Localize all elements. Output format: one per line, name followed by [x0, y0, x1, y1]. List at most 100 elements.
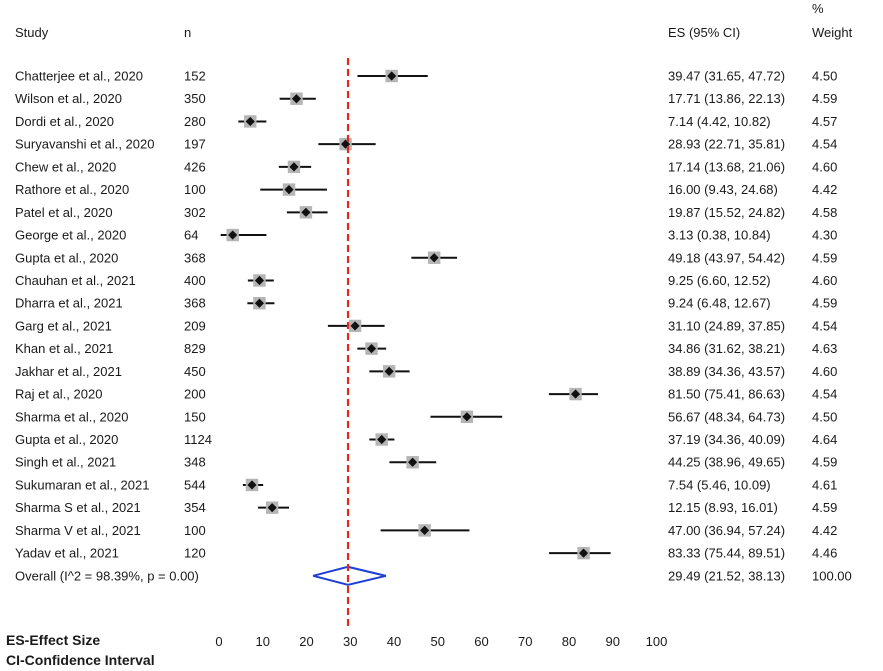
x-tick-label: 50	[431, 634, 445, 649]
study-label: Yadav et al., 2021	[15, 546, 119, 561]
study-es-ci: 7.54 (5.46, 10.09)	[668, 477, 771, 492]
study-weight: 4.60	[812, 273, 837, 288]
plot-marks	[220, 58, 611, 626]
point-estimate	[340, 139, 351, 149]
study-es-ci: 17.71 (13.86, 22.13)	[668, 91, 785, 106]
study-n: 1124	[184, 432, 212, 447]
study-n: 64	[184, 228, 198, 243]
study-n: 450	[184, 364, 206, 379]
study-es-ci: 3.13 (0.38, 10.84)	[668, 228, 771, 243]
study-n: 150	[184, 409, 206, 424]
study-es-ci: 31.10 (24.89, 37.85)	[668, 318, 785, 333]
study-weight: 4.54	[812, 137, 837, 152]
study-weight: 4.59	[812, 455, 837, 470]
weight-header-percent: %	[812, 1, 824, 16]
study-es-ci: 49.18 (43.97, 54.42)	[668, 250, 785, 265]
point-estimate	[228, 230, 238, 240]
study-weight: 4.61	[812, 477, 837, 492]
study-n: 302	[184, 205, 206, 220]
study-es-ci: 37.19 (34.36, 40.09)	[668, 432, 785, 447]
study-es-ci: 16.00 (9.43, 24.68)	[668, 182, 778, 197]
study-weight: 4.60	[812, 159, 837, 174]
study-es-ci: 28.93 (22.71, 35.81)	[668, 137, 785, 152]
study-weight: 4.50	[812, 69, 837, 84]
study-label: Dharra et al., 2021	[15, 296, 123, 311]
study-es-ci: 39.47 (31.65, 47.72)	[668, 69, 785, 84]
point-estimate	[301, 207, 311, 217]
study-n: 152	[184, 69, 206, 84]
study-rows: Chatterjee et al., 2020 152 39.47 (31.65, …	[15, 69, 852, 584]
point-estimate	[462, 412, 472, 422]
footnote-es: ES-Effect Size	[6, 632, 100, 648]
study-n: 829	[184, 341, 206, 356]
study-weight: 4.63	[812, 341, 837, 356]
study-label: Chew et al., 2020	[15, 159, 116, 174]
study-weight: 4.60	[812, 364, 837, 379]
study-label: George et al., 2020	[15, 228, 126, 243]
point-estimate	[291, 94, 302, 104]
study-weight: 4.59	[812, 91, 837, 106]
study-label: Jakhar et al., 2021	[15, 364, 122, 379]
weight-header: Weight	[812, 25, 853, 40]
study-n: 350	[184, 91, 206, 106]
study-weight: 4.30	[812, 228, 837, 243]
study-label: Dordi et al., 2020	[15, 114, 114, 129]
point-estimate	[407, 457, 418, 467]
point-estimate	[247, 480, 257, 490]
study-es-ci: 17.14 (13.68, 21.06)	[668, 159, 785, 174]
point-estimate	[377, 434, 387, 445]
study-label: Khan et al., 2021	[15, 341, 113, 356]
study-n: 280	[184, 114, 206, 129]
study-weight: 4.59	[812, 250, 837, 265]
study-es-ci: 19.87 (15.52, 24.82)	[668, 205, 785, 220]
study-label: Garg et al., 2021	[15, 318, 112, 333]
study-weight: 4.42	[812, 182, 837, 197]
overall-es-ci: 29.49 (21.52, 38.13)	[668, 568, 785, 583]
study-label: Chauhan et al., 2021	[15, 273, 136, 288]
x-tick-label: 0	[215, 634, 222, 649]
study-header: Study	[15, 25, 49, 40]
study-weight: 4.46	[812, 546, 837, 561]
study-es-ci: 44.25 (38.96, 49.65)	[668, 455, 785, 470]
study-es-ci: 9.25 (6.60, 12.52)	[668, 273, 771, 288]
study-n: 100	[184, 523, 206, 538]
study-label: Raj et al., 2020	[15, 387, 102, 402]
study-n: 200	[184, 387, 206, 402]
point-estimate	[420, 525, 430, 535]
study-label: Sharma V et al., 2021	[15, 523, 141, 538]
study-n: 368	[184, 296, 206, 311]
study-weight: 4.54	[812, 387, 837, 402]
point-estimate	[284, 185, 294, 195]
es-header: ES (95% CI)	[668, 25, 740, 40]
study-n: 120	[184, 546, 206, 561]
x-tick-label: 10	[256, 634, 270, 649]
point-estimate	[350, 321, 360, 331]
point-estimate	[570, 389, 581, 399]
study-es-ci: 34.86 (31.62, 38.21)	[668, 341, 785, 356]
study-label: Rathore et al., 2020	[15, 182, 129, 197]
study-label: Gupta et al., 2020	[15, 432, 118, 447]
study-es-ci: 7.14 (4.42, 10.82)	[668, 114, 771, 129]
point-estimate	[366, 344, 377, 354]
study-weight: 4.50	[812, 409, 837, 424]
study-label: Gupta et al., 2020	[15, 250, 118, 265]
point-estimate	[429, 253, 439, 263]
study-label: Sharma S et al., 2021	[15, 500, 141, 515]
study-es-ci: 81.50 (75.41, 86.63)	[668, 387, 785, 402]
study-n: 400	[184, 273, 206, 288]
point-estimate	[387, 71, 397, 81]
study-weight: 4.57	[812, 114, 837, 129]
study-es-ci: 56.67 (48.34, 64.73)	[668, 409, 785, 424]
x-tick-label: 90	[606, 634, 620, 649]
study-weight: 4.54	[812, 318, 837, 333]
x-tick-label: 60	[474, 634, 488, 649]
x-tick-label: 40	[387, 634, 401, 649]
study-es-ci: 83.33 (75.44, 89.51)	[668, 546, 785, 561]
study-n: 368	[184, 250, 206, 265]
point-estimate	[289, 162, 299, 172]
study-label: Sharma et al., 2020	[15, 409, 128, 424]
x-tick-label: 80	[562, 634, 576, 649]
overall-label: Overall (I^2 = 98.39%, p = 0.00)	[15, 568, 199, 583]
study-label: Suryavanshi et al., 2020	[15, 137, 154, 152]
x-tick-label: 20	[299, 634, 313, 649]
